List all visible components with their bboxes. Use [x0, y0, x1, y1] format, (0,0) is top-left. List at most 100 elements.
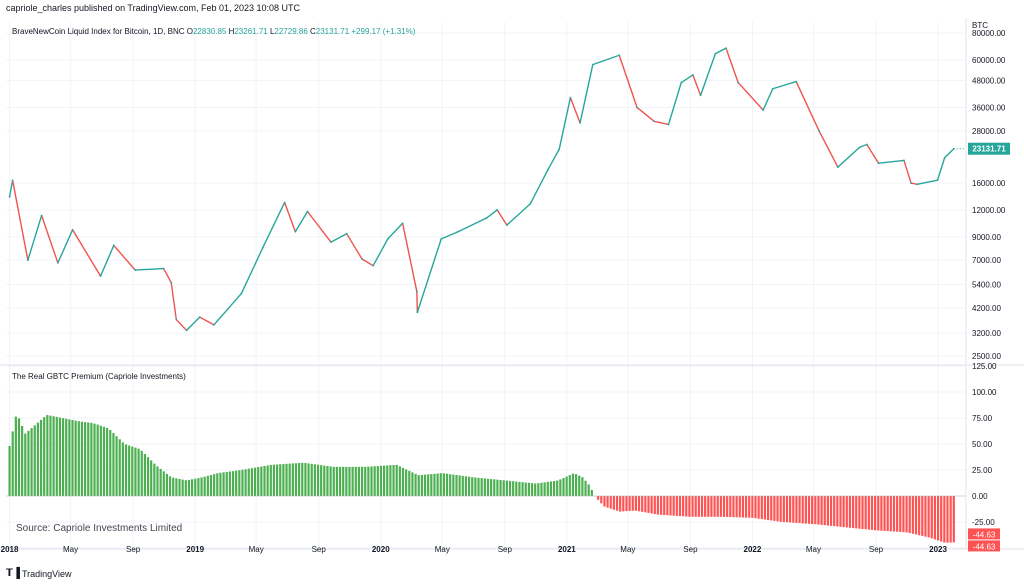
price-point[interactable] — [26, 259, 29, 262]
price-point[interactable] — [680, 81, 683, 84]
price-point[interactable] — [345, 232, 348, 235]
price-segment[interactable] — [917, 179, 938, 185]
price-point[interactable] — [771, 87, 774, 90]
price-segment[interactable] — [496, 209, 508, 226]
price-segment[interactable] — [737, 82, 764, 111]
price-point[interactable] — [667, 123, 670, 126]
price-segment[interactable] — [113, 244, 136, 271]
price-point[interactable] — [485, 217, 488, 219]
price-segment[interactable] — [667, 82, 682, 125]
price-segment[interactable] — [579, 64, 594, 124]
price-point[interactable] — [361, 257, 363, 260]
price-segment[interactable] — [457, 217, 487, 233]
price-segment[interactable] — [186, 316, 201, 331]
price-segment[interactable] — [361, 258, 374, 267]
price-point[interactable] — [795, 80, 798, 83]
price-point[interactable] — [636, 106, 638, 109]
price-point[interactable] — [943, 156, 946, 159]
price-segment[interactable] — [213, 292, 242, 326]
price-segment[interactable] — [387, 222, 404, 240]
price-segment[interactable] — [795, 81, 820, 132]
price-segment[interactable] — [618, 55, 638, 108]
price-segment[interactable] — [529, 169, 549, 205]
price-segment[interactable] — [944, 148, 955, 159]
price-segment[interactable] — [240, 247, 264, 294]
price-point[interactable] — [294, 230, 297, 233]
price-point[interactable] — [416, 311, 419, 314]
price-point[interactable] — [306, 210, 309, 213]
price-point[interactable] — [653, 120, 656, 123]
price-segment[interactable] — [163, 268, 172, 284]
price-segment[interactable] — [72, 229, 102, 277]
price-segment[interactable] — [859, 143, 868, 148]
price-point[interactable] — [386, 237, 389, 240]
price-point[interactable] — [40, 214, 43, 217]
price-point[interactable] — [401, 222, 404, 225]
price-point[interactable] — [283, 201, 286, 204]
price-segment[interactable] — [547, 148, 560, 170]
price-segment[interactable] — [99, 245, 115, 277]
price-point[interactable] — [56, 261, 59, 264]
price-segment[interactable] — [294, 211, 309, 233]
price-point[interactable] — [162, 267, 165, 270]
price-segment[interactable] — [416, 238, 442, 313]
price-segment[interactable] — [175, 319, 188, 331]
price-point[interactable] — [836, 166, 839, 168]
tradingview-logo-icon[interactable]: 𝗧▐ — [6, 568, 20, 579]
price-segment[interactable] — [936, 157, 946, 181]
price-point[interactable] — [558, 148, 561, 151]
price-point[interactable] — [579, 122, 581, 124]
price-segment[interactable] — [837, 146, 861, 168]
price-segment[interactable] — [306, 211, 332, 243]
price-point[interactable] — [714, 52, 717, 55]
price-point[interactable] — [618, 54, 621, 57]
price-segment[interactable] — [262, 202, 286, 249]
price-segment[interactable] — [170, 282, 178, 320]
price-segment[interactable] — [680, 74, 694, 84]
price-point[interactable] — [8, 195, 11, 198]
price-point[interactable] — [415, 290, 418, 293]
price-segment[interactable] — [762, 88, 774, 111]
price-segment[interactable] — [57, 229, 74, 264]
price-point[interactable] — [99, 275, 102, 278]
price-segment[interactable] — [558, 97, 572, 150]
price-point[interactable] — [213, 323, 215, 326]
price-segment[interactable] — [283, 202, 296, 232]
price-segment[interactable] — [903, 160, 912, 184]
price-pane[interactable] — [8, 47, 966, 332]
price-segment[interactable] — [692, 74, 702, 96]
price-segment[interactable] — [569, 97, 581, 124]
price-point[interactable] — [185, 329, 188, 332]
price-point[interactable] — [725, 47, 727, 50]
price-point[interactable] — [11, 179, 14, 182]
price-point[interactable] — [699, 94, 702, 97]
price-segment[interactable] — [11, 180, 29, 261]
price-segment[interactable] — [401, 223, 418, 292]
price-point[interactable] — [112, 244, 115, 247]
price-segment[interactable] — [486, 209, 498, 219]
price-point[interactable] — [903, 159, 905, 162]
price-point[interactable] — [737, 81, 740, 84]
price-segment[interactable] — [592, 54, 620, 66]
price-segment[interactable] — [636, 106, 655, 122]
price-segment[interactable] — [330, 233, 348, 243]
price-point[interactable] — [692, 74, 694, 76]
price-point[interactable] — [496, 209, 499, 211]
price-point[interactable] — [175, 318, 178, 321]
price-point[interactable] — [134, 269, 137, 271]
price-point[interactable] — [910, 182, 912, 184]
price-segment[interactable] — [725, 47, 739, 83]
price-point[interactable] — [818, 129, 820, 132]
price-point[interactable] — [877, 162, 880, 165]
price-point[interactable] — [529, 203, 532, 205]
price-segment[interactable] — [506, 203, 531, 226]
price-segment[interactable] — [866, 144, 880, 164]
price-point[interactable] — [762, 109, 765, 111]
price-segment[interactable] — [27, 215, 43, 261]
price-point[interactable] — [330, 241, 332, 243]
price-point[interactable] — [865, 143, 868, 146]
price-segment[interactable] — [878, 159, 905, 164]
price-point[interactable] — [591, 63, 594, 66]
premium-series-title[interactable]: The Real GBTC Premium (Capriole Investme… — [12, 372, 186, 381]
price-point[interactable] — [240, 292, 243, 295]
